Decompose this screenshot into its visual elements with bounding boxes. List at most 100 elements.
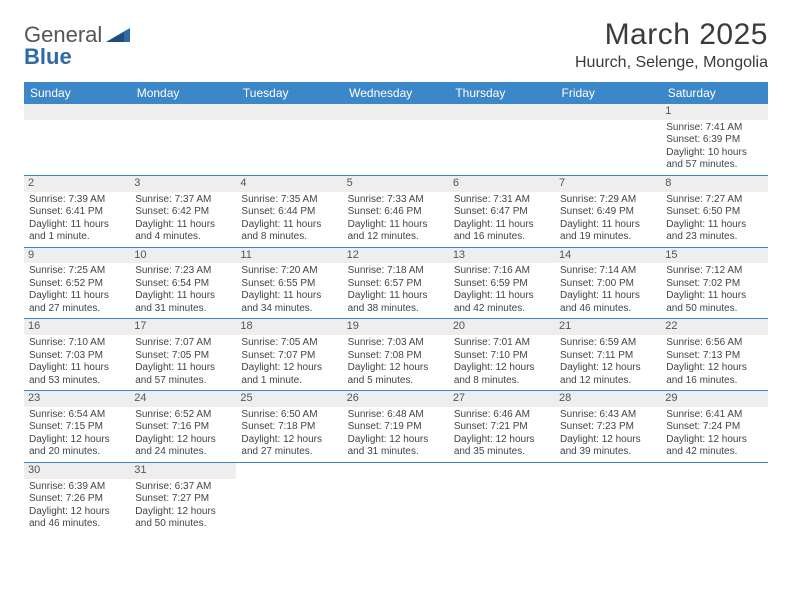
calendar-cell: 14Sunrise: 7:14 AMSunset: 7:00 PMDayligh…	[555, 247, 661, 319]
cell-line-sunrise: Sunrise: 6:37 AM	[135, 481, 231, 494]
calendar-cell: 9Sunrise: 7:25 AMSunset: 6:52 PMDaylight…	[24, 247, 130, 319]
cell-line-sunrise: Sunrise: 7:12 AM	[666, 265, 762, 278]
cell-line-sunrise: Sunrise: 6:54 AM	[29, 409, 125, 422]
calendar-cell: 13Sunrise: 7:16 AMSunset: 6:59 PMDayligh…	[449, 247, 555, 319]
cell-line-day1: Daylight: 12 hours	[348, 362, 444, 375]
cell-line-sunrise: Sunrise: 7:39 AM	[29, 194, 125, 207]
cell-line-day2: and 35 minutes.	[454, 446, 550, 459]
cell-line-day2: and 20 minutes.	[29, 446, 125, 459]
cell-line-sunset: Sunset: 7:02 PM	[666, 278, 762, 291]
day-number: 26	[343, 391, 449, 407]
cell-line-day2: and 4 minutes.	[135, 231, 231, 244]
cell-line-sunset: Sunset: 6:44 PM	[241, 206, 337, 219]
cell-line-day1: Daylight: 12 hours	[454, 362, 550, 375]
cell-line-day2: and 46 minutes.	[560, 303, 656, 316]
calendar-cell: 20Sunrise: 7:01 AMSunset: 7:10 PMDayligh…	[449, 319, 555, 391]
location: Huurch, Selenge, Mongolia	[575, 54, 768, 72]
calendar-cell	[449, 462, 555, 533]
day-number: 21	[555, 319, 661, 335]
cell-line-day1: Daylight: 12 hours	[348, 434, 444, 447]
cell-line-day1: Daylight: 11 hours	[560, 219, 656, 232]
day-number: 3	[130, 176, 236, 192]
cell-line-sunrise: Sunrise: 7:07 AM	[135, 337, 231, 350]
calendar-cell	[24, 104, 130, 175]
cell-line-sunrise: Sunrise: 7:03 AM	[348, 337, 444, 350]
calendar-body: 1Sunrise: 7:41 AMSunset: 6:39 PMDaylight…	[24, 104, 768, 534]
cell-line-sunset: Sunset: 7:23 PM	[560, 421, 656, 434]
calendar-cell: 8Sunrise: 7:27 AMSunset: 6:50 PMDaylight…	[661, 175, 767, 247]
cell-line-day2: and 5 minutes.	[348, 375, 444, 388]
cell-line-day2: and 57 minutes.	[666, 159, 762, 172]
day-header: Friday	[555, 82, 661, 104]
cell-line-sunset: Sunset: 6:47 PM	[454, 206, 550, 219]
cell-line-day2: and 50 minutes.	[666, 303, 762, 316]
calendar-cell: 16Sunrise: 7:10 AMSunset: 7:03 PMDayligh…	[24, 319, 130, 391]
cell-line-day2: and 23 minutes.	[666, 231, 762, 244]
cell-line-day1: Daylight: 12 hours	[29, 434, 125, 447]
day-number: 30	[24, 463, 130, 479]
day-number-empty	[24, 104, 130, 120]
day-number-empty	[130, 104, 236, 120]
calendar-cell: 28Sunrise: 6:43 AMSunset: 7:23 PMDayligh…	[555, 391, 661, 463]
calendar-cell: 5Sunrise: 7:33 AMSunset: 6:46 PMDaylight…	[343, 175, 449, 247]
cell-line-sunrise: Sunrise: 6:50 AM	[241, 409, 337, 422]
title-block: March 2025 Huurch, Selenge, Mongolia	[575, 18, 768, 72]
day-header: Saturday	[661, 82, 767, 104]
cell-line-sunset: Sunset: 6:59 PM	[454, 278, 550, 291]
cell-line-day2: and 16 minutes.	[454, 231, 550, 244]
cell-line-day2: and 27 minutes.	[29, 303, 125, 316]
logo-triangle-icon	[106, 22, 130, 48]
cell-line-sunrise: Sunrise: 6:39 AM	[29, 481, 125, 494]
cell-line-sunrise: Sunrise: 7:18 AM	[348, 265, 444, 278]
calendar-cell: 6Sunrise: 7:31 AMSunset: 6:47 PMDaylight…	[449, 175, 555, 247]
calendar-cell: 30Sunrise: 6:39 AMSunset: 7:26 PMDayligh…	[24, 462, 130, 533]
calendar-row: 9Sunrise: 7:25 AMSunset: 6:52 PMDaylight…	[24, 247, 768, 319]
cell-line-sunrise: Sunrise: 7:31 AM	[454, 194, 550, 207]
day-number: 28	[555, 391, 661, 407]
cell-line-sunset: Sunset: 7:03 PM	[29, 350, 125, 363]
calendar-head: SundayMondayTuesdayWednesdayThursdayFrid…	[24, 82, 768, 104]
calendar-cell	[130, 104, 236, 175]
day-number: 7	[555, 176, 661, 192]
cell-line-day2: and 12 minutes.	[348, 231, 444, 244]
calendar-cell	[236, 462, 342, 533]
cell-line-sunrise: Sunrise: 7:27 AM	[666, 194, 762, 207]
cell-line-sunset: Sunset: 7:00 PM	[560, 278, 656, 291]
cell-line-day1: Daylight: 10 hours	[666, 147, 762, 160]
cell-line-sunrise: Sunrise: 7:20 AM	[241, 265, 337, 278]
calendar-cell: 21Sunrise: 6:59 AMSunset: 7:11 PMDayligh…	[555, 319, 661, 391]
cell-line-day2: and 19 minutes.	[560, 231, 656, 244]
calendar-cell: 1Sunrise: 7:41 AMSunset: 6:39 PMDaylight…	[661, 104, 767, 175]
calendar-cell	[661, 462, 767, 533]
cell-line-day2: and 31 minutes.	[348, 446, 444, 459]
cell-line-sunset: Sunset: 6:50 PM	[666, 206, 762, 219]
day-number: 24	[130, 391, 236, 407]
calendar-cell	[236, 104, 342, 175]
cell-line-day1: Daylight: 11 hours	[348, 219, 444, 232]
cell-line-sunset: Sunset: 7:10 PM	[454, 350, 550, 363]
month-title: March 2025	[575, 18, 768, 52]
calendar-cell	[555, 104, 661, 175]
calendar-cell: 27Sunrise: 6:46 AMSunset: 7:21 PMDayligh…	[449, 391, 555, 463]
cell-line-day1: Daylight: 11 hours	[454, 290, 550, 303]
cell-line-sunset: Sunset: 6:57 PM	[348, 278, 444, 291]
day-header: Sunday	[24, 82, 130, 104]
cell-line-sunset: Sunset: 7:07 PM	[241, 350, 337, 363]
calendar-cell	[343, 104, 449, 175]
day-number: 12	[343, 248, 449, 264]
day-number-empty	[449, 104, 555, 120]
calendar-cell: 17Sunrise: 7:07 AMSunset: 7:05 PMDayligh…	[130, 319, 236, 391]
cell-line-sunset: Sunset: 6:39 PM	[666, 134, 762, 147]
day-number: 31	[130, 463, 236, 479]
cell-line-day1: Daylight: 11 hours	[560, 290, 656, 303]
cell-line-day1: Daylight: 11 hours	[29, 290, 125, 303]
logo-text-blue: Blue	[24, 44, 72, 70]
cell-line-day2: and 1 minute.	[241, 375, 337, 388]
calendar-cell: 29Sunrise: 6:41 AMSunset: 7:24 PMDayligh…	[661, 391, 767, 463]
cell-line-sunset: Sunset: 7:21 PM	[454, 421, 550, 434]
cell-line-day2: and 42 minutes.	[454, 303, 550, 316]
calendar-table: SundayMondayTuesdayWednesdayThursdayFrid…	[24, 82, 768, 534]
cell-line-sunrise: Sunrise: 7:01 AM	[454, 337, 550, 350]
day-number: 27	[449, 391, 555, 407]
cell-line-day1: Daylight: 12 hours	[666, 434, 762, 447]
